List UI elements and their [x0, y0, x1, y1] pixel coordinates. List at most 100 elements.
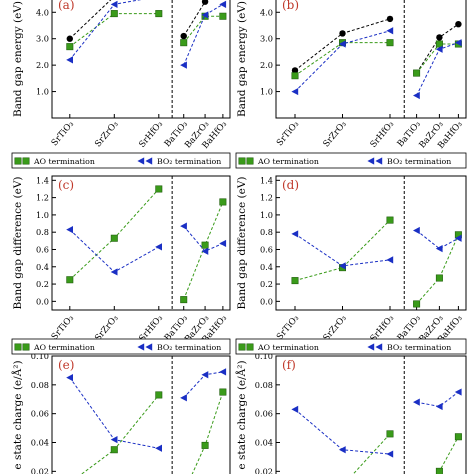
legend-marker-ao [22, 343, 30, 351]
legend-box [235, 338, 467, 355]
data-point [454, 234, 462, 242]
y-tick-label: 0.6 [260, 244, 273, 254]
data-point [110, 436, 118, 444]
y-axis-label: e state charge (e/Å²) [234, 360, 248, 469]
data-point [219, 368, 227, 376]
data-point [435, 467, 443, 474]
y-tick-label: 2.0 [260, 60, 273, 70]
legend-marker-ao [14, 157, 22, 165]
data-point [66, 35, 74, 42]
y-tick-label: 0.6 [36, 244, 49, 254]
y-tick-label: 0.8 [260, 227, 273, 237]
series-line [294, 219, 391, 282]
data-series-group [291, 15, 462, 100]
plot-frame [51, 0, 231, 119]
data-point [386, 256, 394, 264]
legend-marker-bo [375, 343, 383, 351]
legend-label-ao: AO termination [33, 157, 95, 166]
series-line [416, 43, 459, 74]
data-series-group [291, 388, 462, 474]
legend-marker-bo [145, 157, 153, 165]
data-point [455, 20, 462, 28]
legend-marker-bo [367, 343, 375, 351]
data-point [413, 69, 421, 77]
legend-box [11, 152, 231, 169]
series-line [416, 42, 459, 96]
data-point [155, 243, 162, 251]
legend-marker-bo [367, 157, 375, 165]
panel-label: (c) [58, 178, 74, 192]
data-point [454, 39, 462, 47]
series-line [69, 0, 112, 40]
series-line [191, 391, 224, 474]
data-point [338, 262, 346, 270]
data-point [201, 241, 209, 249]
y-tick-label: 0.06 [255, 409, 273, 419]
data-point [291, 87, 299, 96]
y-tick-label: 1.4 [260, 175, 273, 185]
data-point [291, 230, 299, 238]
y-tick-label: 0.0 [260, 296, 273, 306]
legend-marker-bo [375, 157, 383, 165]
panel-label: (f) [282, 358, 296, 372]
data-point [110, 10, 118, 18]
y-tick-label: 0.04 [31, 438, 49, 448]
series-line [69, 0, 142, 61]
plot-frame [275, 175, 467, 311]
data-point [435, 245, 443, 253]
panel-label: (d) [282, 178, 299, 192]
data-point [219, 239, 227, 248]
data-point [155, 185, 163, 193]
series-line [416, 234, 459, 305]
legend-marker-ao [238, 157, 246, 165]
data-point [338, 446, 346, 454]
data-point [66, 226, 73, 234]
legend-box [235, 152, 467, 169]
x-tick-label: SrTiO₃ [275, 119, 302, 148]
y-tick-label: 0.0 [36, 296, 49, 306]
data-point [338, 40, 346, 48]
x-tick-label: SrZrO₃ [93, 119, 121, 149]
legend-label-bo: BO₂ termination [387, 343, 451, 352]
legend-label-bo: BO₂ termination [157, 343, 221, 352]
series-line [69, 13, 159, 48]
y-tick-label: 1.4 [36, 175, 49, 185]
y-tick-label: 1.2 [260, 193, 273, 203]
y-tick-label: 0.10 [255, 351, 273, 361]
y-tick-label: 0.8 [36, 227, 49, 237]
legend-box [11, 338, 231, 355]
data-point [291, 72, 299, 80]
data-point [219, 12, 227, 20]
y-tick-label: 4.0 [260, 7, 273, 17]
y-tick-label: 1.0 [260, 87, 273, 97]
legend-label-bo: BO₂ termination [387, 157, 451, 166]
series-line [69, 188, 160, 281]
series-line [69, 377, 159, 449]
data-point [291, 67, 299, 74]
data-point [413, 226, 420, 235]
series-line [416, 230, 459, 250]
data-point [386, 27, 394, 35]
y-axis-label: Band gap energy (eV) [236, 1, 248, 117]
legend-label-ao: AO termination [33, 343, 95, 352]
x-tick-label: SrTiO₃ [50, 119, 77, 148]
panel-label: (e) [58, 358, 74, 372]
legend: AO termination BO₂ termination [235, 152, 467, 169]
data-point [435, 40, 443, 48]
data-point [219, 198, 227, 206]
series-line [183, 371, 223, 399]
legend-marker-ao [246, 157, 254, 165]
plot-frame [275, 0, 467, 119]
data-point [219, 0, 227, 8]
series-line [352, 433, 391, 474]
data-point [155, 10, 163, 18]
y-tick-label: 0.08 [31, 380, 49, 390]
x-tick-label: SrTiO₃ [50, 313, 77, 342]
legend-marker-ao [238, 343, 246, 351]
data-point [155, 391, 163, 399]
legend-marker-bo [145, 343, 153, 351]
data-point [413, 300, 421, 308]
